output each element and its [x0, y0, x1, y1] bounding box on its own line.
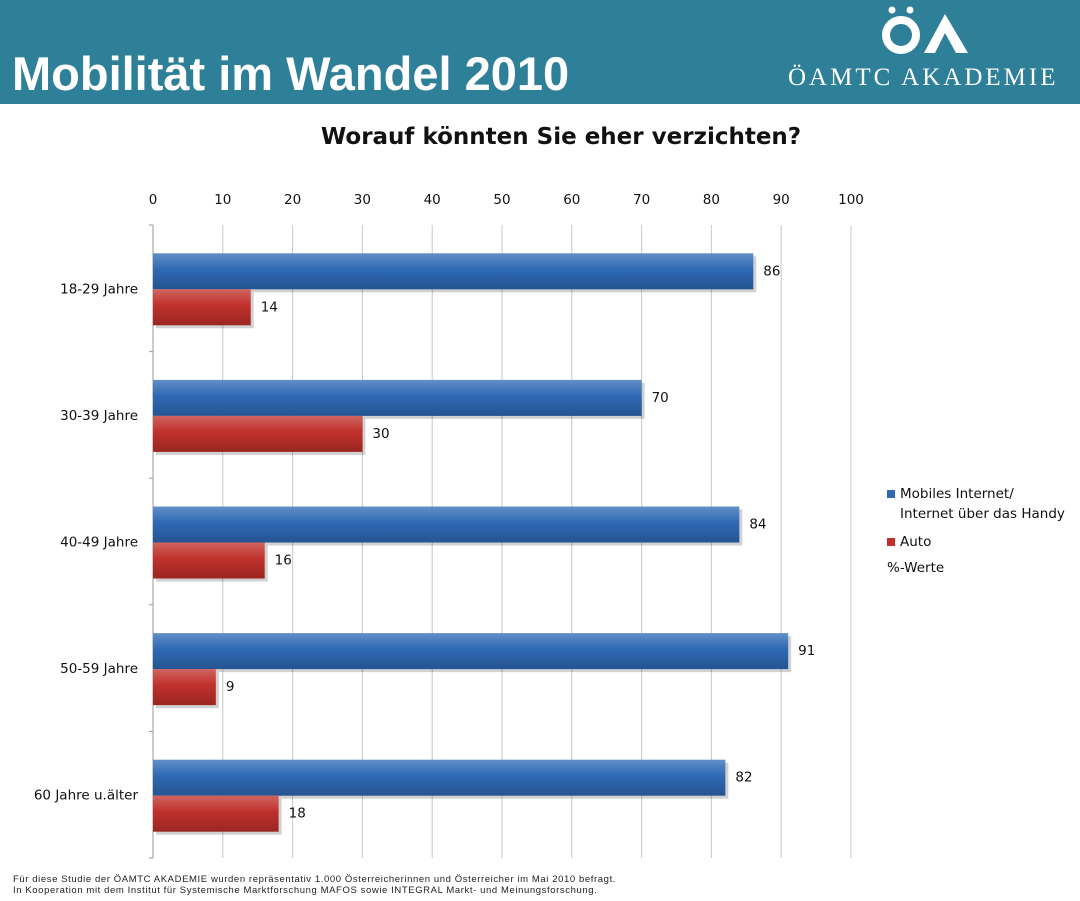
x-tick-label: 90: [773, 192, 790, 208]
x-tick-label: 70: [633, 192, 650, 208]
x-tick-label: 80: [703, 192, 720, 208]
footnote-line-1: Für diese Studie der ÖAMTC AKADEMIE wurd…: [13, 874, 617, 885]
bar-mobiles-internet: [153, 379, 642, 416]
data-label: 14: [261, 299, 278, 315]
bar-auto: [153, 795, 279, 832]
logo-text: ÖAMTC AKADEMIE: [788, 64, 1059, 91]
legend-item: Auto: [887, 532, 1065, 552]
x-tick-label: 10: [214, 192, 231, 208]
legend-swatch: [887, 490, 895, 498]
category-label: 18-29 Jahre: [60, 281, 138, 297]
x-tick-label: 100: [838, 192, 864, 208]
bar-mobiles-internet: [153, 759, 726, 796]
x-tick-label: 40: [424, 192, 441, 208]
legend-label: Mobiles Internet/: [900, 486, 1014, 502]
category-label: 30-39 Jahre: [60, 408, 138, 424]
category-label: 50-59 Jahre: [60, 661, 138, 677]
x-tick-label: 20: [284, 192, 301, 208]
data-label: 18: [289, 806, 306, 822]
legend-item: Mobiles Internet/Internet über das Handy: [887, 484, 1065, 524]
x-tick-label: 30: [354, 192, 371, 208]
data-label: 84: [749, 517, 766, 533]
data-label: 91: [798, 643, 815, 659]
x-tick-label: 60: [563, 192, 580, 208]
x-tick-label: 50: [493, 192, 510, 208]
unit-note: %-Werte: [887, 560, 945, 576]
chart-legend: Mobiles Internet/Internet über das Handy…: [887, 484, 1065, 578]
page-title: Mobilität im Wandel 2010: [12, 47, 570, 100]
legend-swatch: [887, 538, 895, 546]
chart-title: Worauf könnten Sie eher verzichten?: [320, 124, 802, 150]
data-label: 9: [226, 679, 235, 695]
category-label: 40-49 Jahre: [60, 535, 138, 551]
oeamtc-logo-icon: [882, 6, 968, 54]
bar-auto: [153, 669, 216, 706]
category-label: 60 Jahre u.älter: [34, 788, 139, 804]
legend-label: Internet über das Handy: [900, 506, 1065, 522]
x-tick-label: 0: [149, 192, 158, 208]
bar-mobiles-internet: [153, 506, 740, 543]
data-label: 30: [372, 426, 389, 442]
bar-mobiles-internet: [153, 253, 754, 290]
bar-auto: [153, 289, 251, 326]
header-banner: Mobilität im Wandel 2010 ÖAMTC AKADEMIE: [0, 0, 1080, 104]
legend-label: Auto: [900, 534, 932, 550]
data-label: 70: [652, 390, 669, 406]
bar-auto: [153, 415, 363, 452]
footnote: Für diese Studie der ÖAMTC AKADEMIE wurd…: [13, 874, 616, 896]
bar-mobiles-internet: [153, 633, 789, 670]
data-label: 16: [275, 553, 292, 569]
footnote-line-2: In Kooperation mit dem Institut für Syst…: [13, 885, 598, 896]
bar-auto: [153, 542, 265, 579]
data-label: 86: [763, 263, 780, 279]
data-label: 82: [735, 770, 752, 786]
